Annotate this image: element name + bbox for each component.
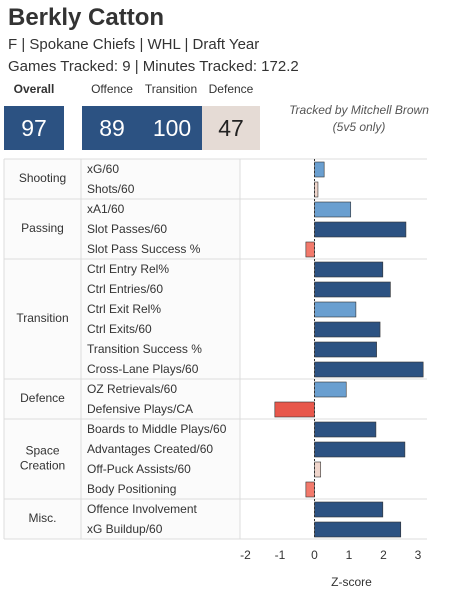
bar <box>305 481 315 498</box>
bar <box>314 161 325 178</box>
x-tick-label: 0 <box>311 548 318 562</box>
category-label-space-creation-part: Creation <box>20 459 65 473</box>
tracked-by-line: Tracked by Mitchell Brown <box>289 103 429 117</box>
tracked-by-scope: (5v5 only) <box>332 120 386 134</box>
metric-label: Body Positioning <box>87 482 176 496</box>
metric-label: OZ Retrievals/60 <box>87 382 177 396</box>
metric-label: Advantages Created/60 <box>87 442 213 456</box>
offence-score: 89 <box>82 106 142 150</box>
label-column-background <box>4 159 240 539</box>
metric-label: xA1/60 <box>87 202 125 216</box>
category-label-shooting: Shooting <box>19 171 66 185</box>
x-tick-label: 1 <box>346 548 353 562</box>
bar <box>314 321 381 338</box>
metric-label: Boards to Middle Plays/60 <box>87 422 227 436</box>
metric-label: Ctrl Entries/60 <box>87 282 163 296</box>
overall-score: 97 <box>4 106 64 150</box>
x-tick-label: 3 <box>415 548 422 562</box>
metric-label: Defensive Plays/CA <box>87 402 193 416</box>
bar <box>314 381 347 398</box>
metric-label: Ctrl Exits/60 <box>87 322 152 336</box>
category-label-misc-: Misc. <box>29 511 57 525</box>
metric-label: Off-Puck Assists/60 <box>87 462 191 476</box>
bar <box>314 501 384 518</box>
defence-score: 47 <box>202 106 260 150</box>
transition-label: Transition <box>144 82 198 96</box>
bar <box>314 261 384 278</box>
category-label-transition: Transition <box>16 311 68 325</box>
defence-label: Defence <box>208 82 254 96</box>
tracked-by-note: Tracked by Mitchell Brown (5v5 only) <box>270 102 448 136</box>
bar <box>314 461 322 478</box>
bar <box>314 181 319 198</box>
transition-score: 100 <box>142 106 202 150</box>
category-label-space-creation-part: Space <box>25 444 59 458</box>
bar <box>314 521 402 538</box>
bar <box>314 441 406 458</box>
bar <box>314 361 424 378</box>
metric-label: Cross-Lane Plays/60 <box>87 362 199 376</box>
metric-label: xG/60 <box>87 162 119 176</box>
overall-label: Overall <box>13 82 55 96</box>
metric-label: Slot Pass Success % <box>87 242 201 256</box>
bar <box>314 301 357 318</box>
offence-label: Offence <box>91 82 133 96</box>
bar <box>274 401 315 418</box>
bar <box>305 241 315 258</box>
metric-label: Ctrl Entry Rel% <box>87 262 169 276</box>
metric-label: Shots/60 <box>87 182 135 196</box>
metric-label: Ctrl Exit Rel% <box>87 302 161 316</box>
metric-label: Transition Success % <box>87 342 202 356</box>
bar <box>314 281 391 298</box>
x-tick-label: 2 <box>380 548 387 562</box>
tracking-summary: Games Tracked: 9 | Minutes Tracked: 172.… <box>8 58 299 75</box>
bar <box>314 341 377 358</box>
player-info: F | Spokane Chiefs | WHL | Draft Year <box>8 36 260 53</box>
category-label-passing: Passing <box>21 221 64 235</box>
bar <box>314 201 352 218</box>
metric-label: xG Buildup/60 <box>87 522 163 536</box>
metric-label: Slot Passes/60 <box>87 222 167 236</box>
bar <box>314 421 377 438</box>
x-axis-title: Z-score <box>331 575 372 589</box>
player-name: Berkly Catton <box>8 4 165 31</box>
category-label-defence: Defence <box>20 391 65 405</box>
metric-label: Offence Involvement <box>87 502 198 516</box>
x-tick-label: -1 <box>275 548 286 562</box>
x-tick-label: -2 <box>240 548 251 562</box>
bar <box>314 221 407 238</box>
